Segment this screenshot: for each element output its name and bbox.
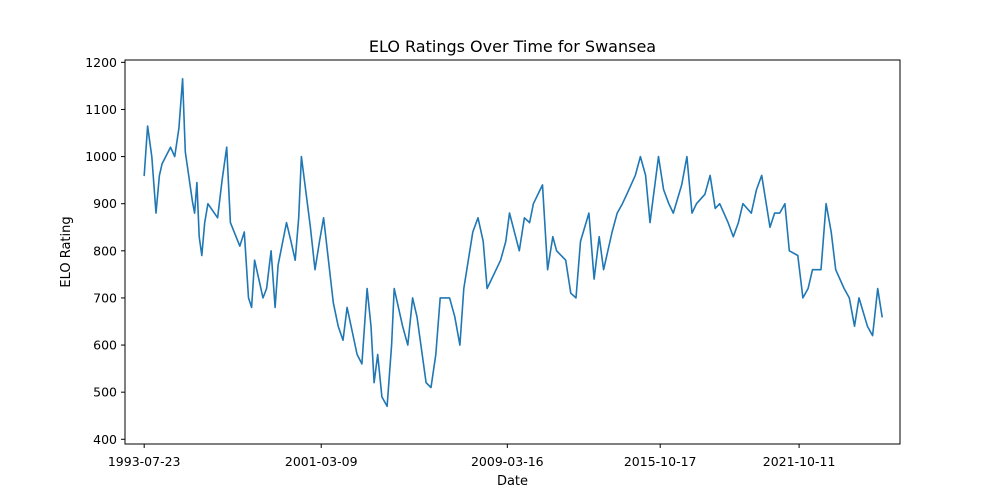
y-tick-label: 700: [93, 290, 117, 305]
y-axis-label: ELO Rating: [59, 216, 74, 287]
plot-frame: [124, 59, 901, 445]
y-tick-label: 900: [93, 196, 117, 211]
chart-title: ELO Ratings Over Time for Swansea: [369, 37, 656, 56]
series-line-0: [143, 78, 883, 408]
y-tick-label: 1200: [85, 55, 117, 70]
x-tick-label: 2015-10-17: [624, 454, 697, 469]
x-tick-label: 2009-03-16: [471, 454, 544, 469]
plot-area: [124, 59, 901, 445]
y-tick-label: 400: [93, 432, 117, 447]
x-tick-label: 2021-10-11: [763, 454, 836, 469]
x-tick-label: 1993-07-23: [108, 454, 181, 469]
x-tick-label: 2001-03-09: [285, 454, 358, 469]
x-axis-ticks: 1993-07-23 2001-03-09 2009-03-16 2015-10-17…: [108, 444, 836, 469]
y-tick-label: 1100: [85, 102, 117, 117]
y-tick-label: 1000: [85, 149, 117, 164]
y-tick-label: 600: [93, 338, 117, 353]
x-axis-label: Date: [497, 474, 528, 489]
y-tick-label: 500: [93, 385, 117, 400]
y-tick-label: 800: [93, 243, 117, 258]
y-axis-ticks: 400 500 600 700 800 900 1000 1100 1200: [85, 55, 125, 447]
